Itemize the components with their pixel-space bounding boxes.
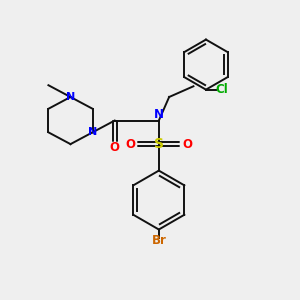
Text: N: N <box>154 108 164 121</box>
Text: N: N <box>88 127 97 137</box>
Text: S: S <box>154 137 164 151</box>
Text: Br: Br <box>152 234 166 247</box>
Text: N: N <box>66 92 75 102</box>
Text: Cl: Cl <box>215 83 228 96</box>
Text: O: O <box>110 141 120 154</box>
Text: O: O <box>126 138 136 151</box>
Text: O: O <box>182 138 192 151</box>
